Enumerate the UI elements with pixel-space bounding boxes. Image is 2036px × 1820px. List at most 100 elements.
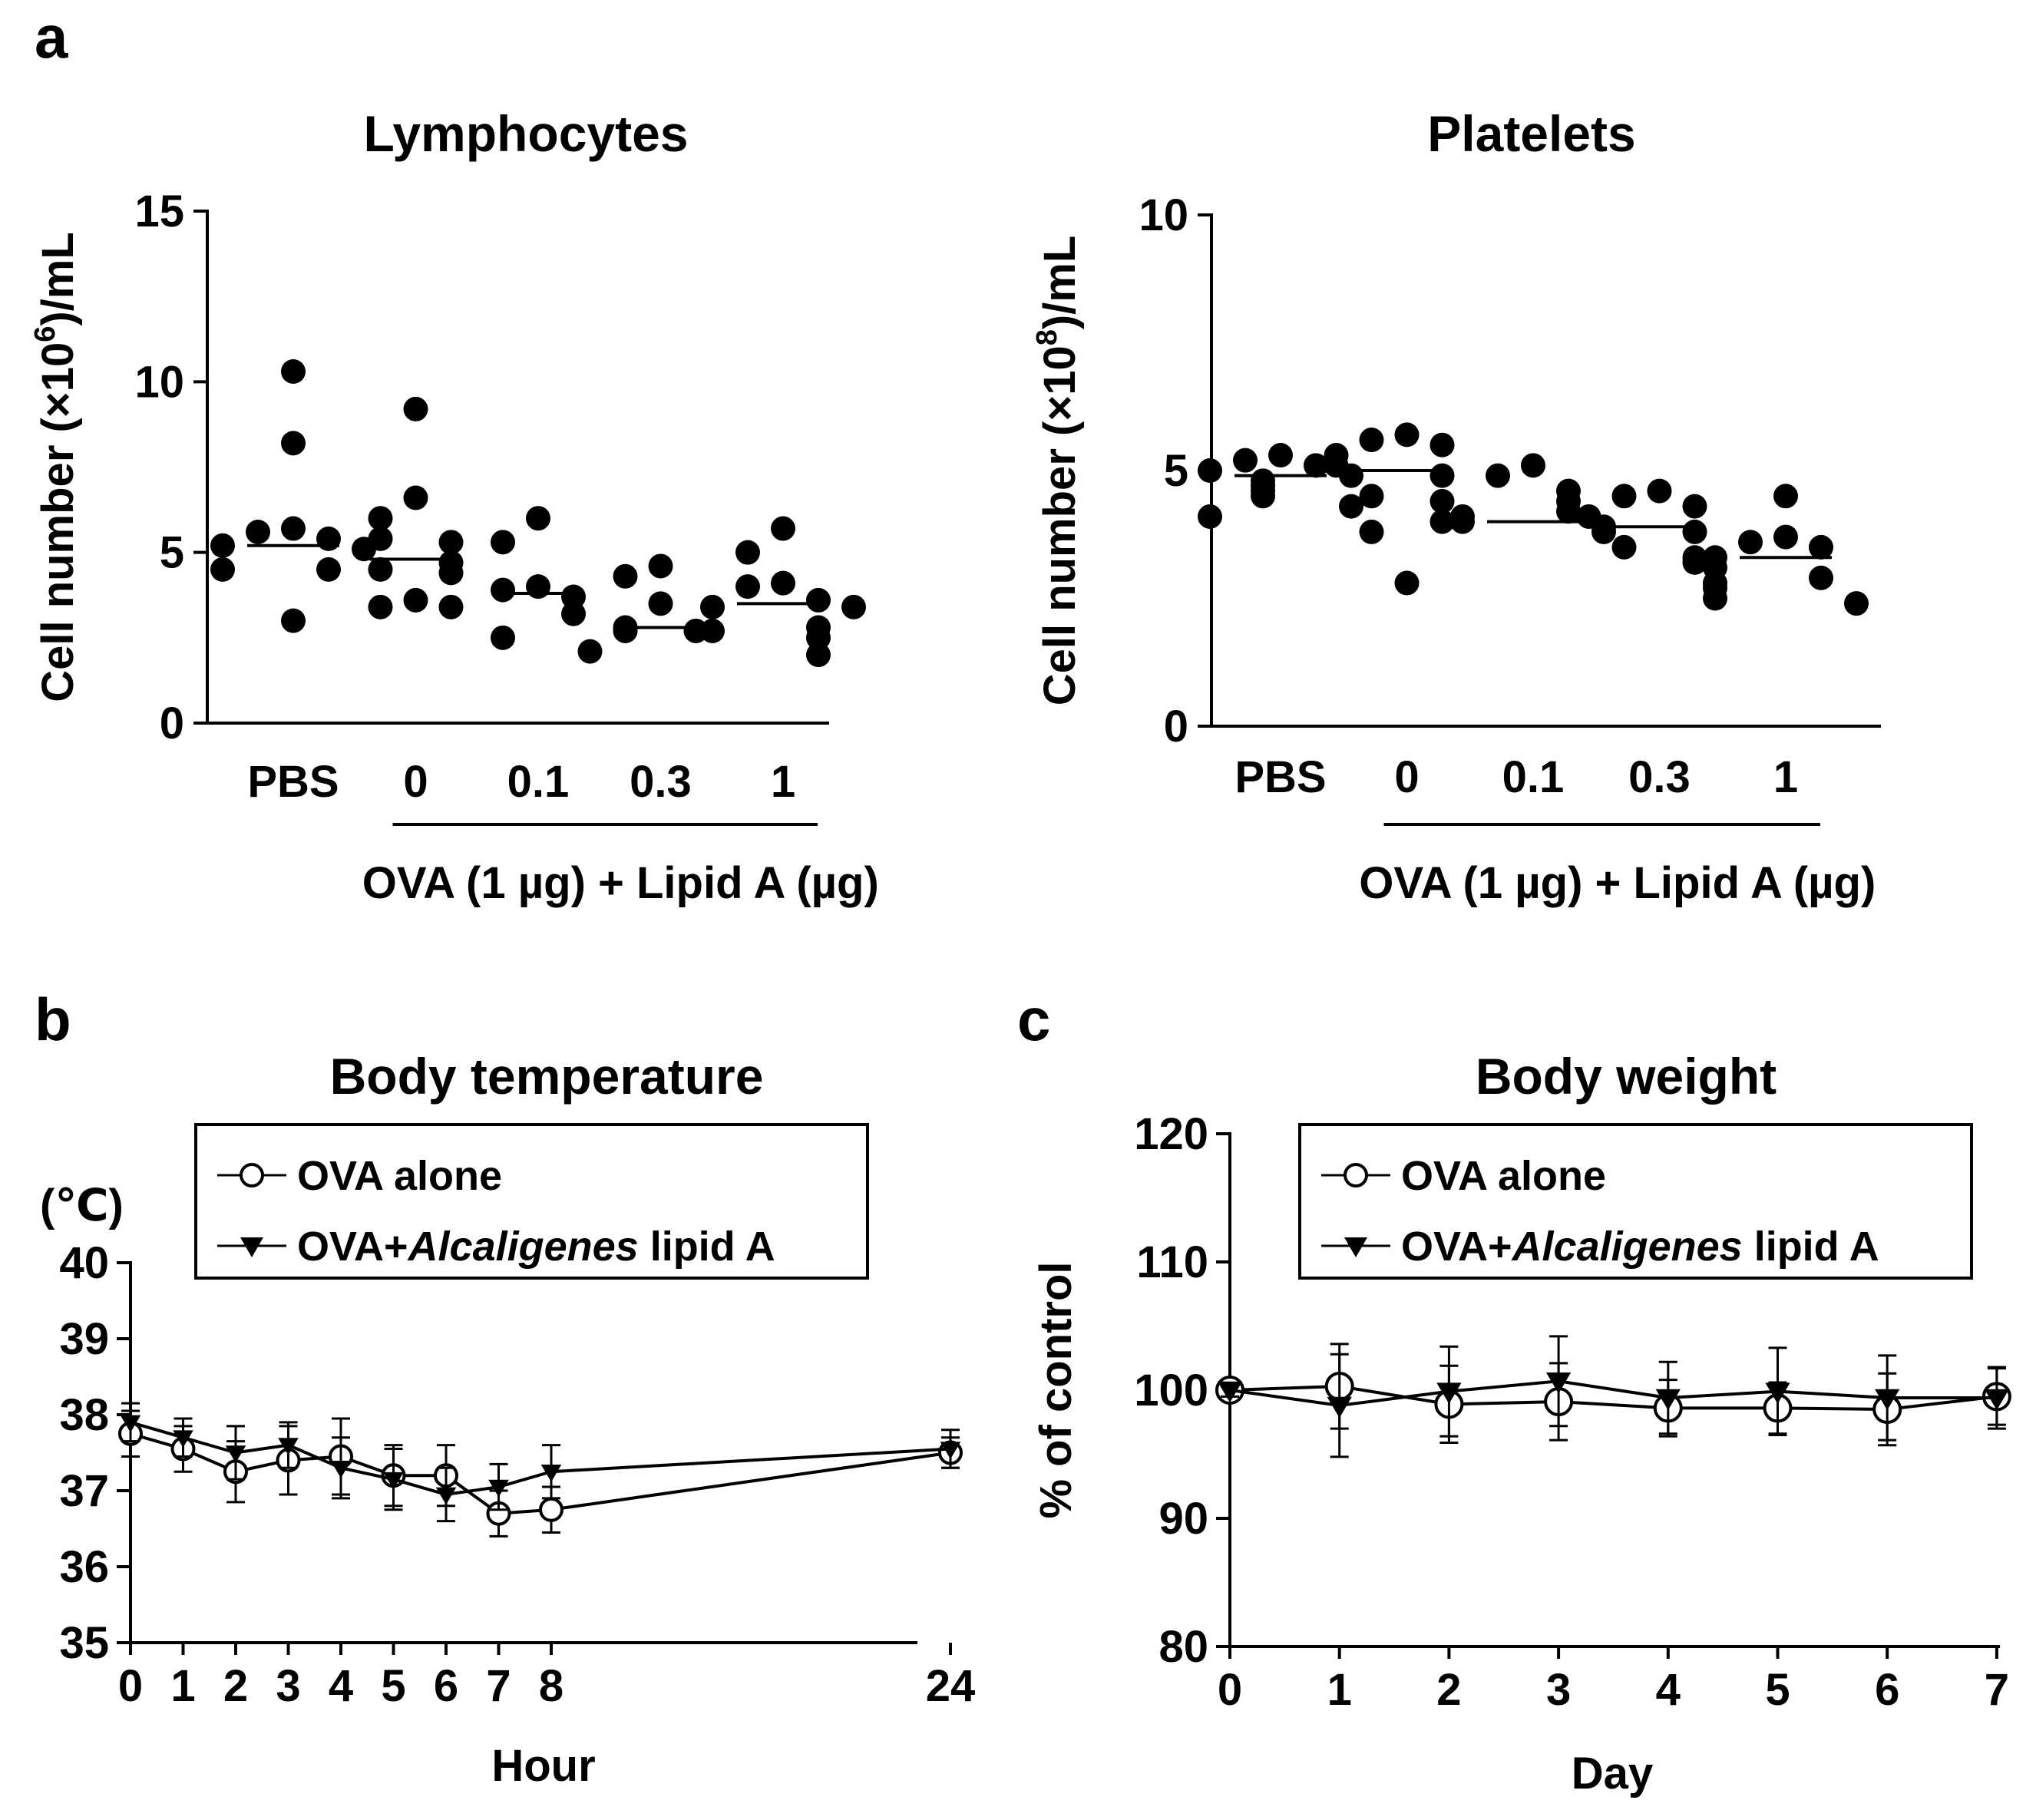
y-tick-label: 90	[1158, 1494, 1208, 1544]
data-point	[1359, 428, 1384, 453]
data-point	[806, 587, 831, 613]
group-0	[368, 396, 464, 619]
y-tick-label: 38	[59, 1390, 109, 1440]
data-point	[1591, 519, 1616, 544]
data-point	[438, 530, 464, 555]
data-point	[841, 594, 866, 619]
data-point	[368, 526, 393, 551]
category-label: 1	[771, 757, 795, 807]
category-label: PBS	[1234, 752, 1326, 802]
x-axis-label: Hour	[491, 1741, 595, 1791]
data-point	[648, 553, 673, 579]
data-point	[1217, 1381, 1243, 1403]
data-point	[1251, 484, 1275, 509]
series-line	[1229, 1384, 1998, 1412]
data-point	[281, 431, 306, 456]
x-tick-label: 6	[434, 1661, 458, 1711]
y-tick-label: 35	[59, 1618, 109, 1668]
series-line	[1229, 1379, 1997, 1408]
data-point	[1682, 519, 1707, 544]
data-point	[1198, 458, 1222, 483]
data-point	[316, 557, 341, 582]
legend-label: OVA alone	[297, 1153, 502, 1199]
data-point	[368, 557, 393, 582]
x-tick-label: 2	[1436, 1665, 1461, 1715]
category-label: 0	[1394, 752, 1419, 802]
legend-marker	[240, 1237, 263, 1257]
category-label: 0	[403, 757, 428, 807]
data-point	[383, 1472, 404, 1490]
data-point	[1429, 488, 1455, 514]
data-point	[577, 639, 603, 664]
chart-title: Platelets	[1427, 105, 1635, 162]
y-tick-label: 15	[134, 187, 184, 236]
data-point	[1429, 509, 1455, 534]
data-point	[1773, 484, 1798, 509]
legend-label: OVA alone	[1401, 1153, 1606, 1199]
x-tick-label: 0	[118, 1661, 143, 1711]
data-point	[1436, 1382, 1462, 1404]
data-point	[1304, 453, 1328, 478]
data-point	[491, 577, 515, 603]
chart-title: Lymphocytes	[363, 105, 688, 162]
group-1	[700, 516, 866, 668]
legend-label: OVA+Alcaligenes lipid A	[297, 1224, 775, 1270]
data-point	[771, 570, 795, 596]
x-axis-label: OVA (1 µg) + Lipid A (µg)	[362, 858, 879, 908]
category-label: 1	[1773, 752, 1798, 802]
series-line	[130, 1432, 951, 1515]
y-tick-label: 5	[1164, 446, 1188, 496]
data-point	[1268, 443, 1293, 468]
data-point	[1394, 570, 1420, 596]
y-tick-label: 0	[1164, 702, 1188, 751]
data-point	[225, 1445, 246, 1463]
data-point	[613, 618, 638, 643]
y-tick-label: 40	[59, 1238, 109, 1288]
category-label: 0.3	[630, 757, 692, 807]
data-point	[368, 594, 393, 619]
data-point	[1521, 453, 1545, 478]
data-point	[1647, 478, 1672, 504]
group-PBS	[1198, 443, 1363, 529]
data-point	[540, 1464, 562, 1482]
legend: OVA alone OVA+Alcaligenes lipid A	[194, 1123, 869, 1280]
data-point	[1984, 1389, 2010, 1411]
group-0.1	[491, 506, 586, 650]
data-point	[438, 594, 464, 619]
data-point	[1324, 453, 1349, 478]
x-axis-label: Day	[1572, 1749, 1653, 1799]
data-point	[806, 642, 831, 668]
y-tick-label: 36	[59, 1542, 109, 1592]
x-tick-label: 3	[276, 1661, 300, 1711]
panel-letter-a: a	[35, 3, 68, 71]
category-label: 0.1	[507, 757, 570, 807]
data-point	[438, 560, 464, 586]
data-point	[281, 608, 306, 633]
x-tick-label: 1	[1327, 1665, 1352, 1715]
x-tick-label: 2	[223, 1661, 248, 1711]
data-point	[281, 358, 306, 384]
x-tick-label: 7	[1985, 1665, 2009, 1715]
group-0.3	[577, 553, 709, 664]
data-point	[1339, 494, 1363, 519]
category-label: 0.1	[1502, 752, 1565, 802]
data-point	[1773, 524, 1798, 550]
data-point	[316, 526, 341, 551]
data-point	[1359, 519, 1384, 544]
legend-marker	[240, 1163, 264, 1187]
y-tick-label: 10	[134, 357, 184, 407]
data-point	[278, 1438, 299, 1455]
data-point	[1198, 504, 1222, 529]
data-point	[526, 574, 550, 600]
data-point	[561, 584, 586, 609]
data-point	[735, 540, 760, 565]
x-tick-label: 7	[486, 1661, 511, 1711]
data-point	[1703, 586, 1727, 611]
data-point	[491, 625, 515, 650]
data-point	[1545, 1372, 1572, 1394]
data-point	[488, 1479, 509, 1498]
data-point	[1394, 422, 1420, 448]
body-temperature-chart: Body temperature 35 36 37 38 39 40 0 1 2 3 4 5 6 7 8 24 H…	[40, 1048, 975, 1791]
data-point	[491, 530, 515, 555]
